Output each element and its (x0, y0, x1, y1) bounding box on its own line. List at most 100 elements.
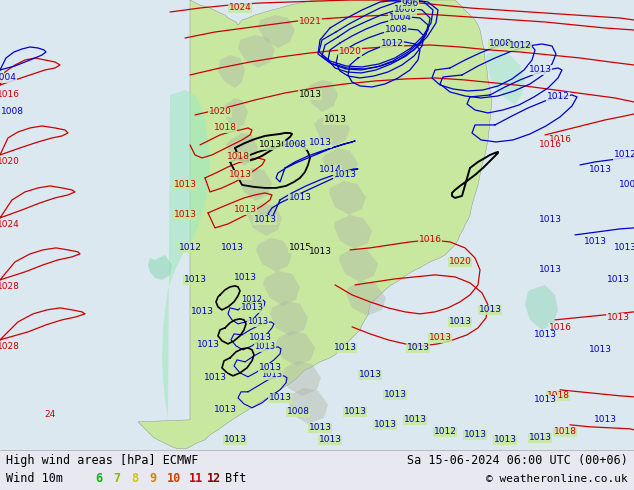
Text: 1013: 1013 (344, 407, 366, 416)
Polygon shape (138, 0, 492, 449)
Text: 1013: 1013 (233, 205, 257, 215)
Text: 1012: 1012 (179, 244, 202, 252)
Text: 1013: 1013 (373, 420, 396, 429)
Text: 1020: 1020 (209, 107, 231, 117)
Polygon shape (238, 168, 272, 201)
Polygon shape (238, 35, 275, 68)
Text: 1024: 1024 (229, 3, 251, 13)
Text: 1013: 1013 (384, 391, 406, 399)
Polygon shape (322, 148, 358, 181)
Polygon shape (258, 15, 295, 48)
Text: 1018: 1018 (226, 152, 250, 161)
Text: 1016: 1016 (548, 135, 571, 145)
Text: 1013: 1013 (333, 171, 356, 179)
Text: 1013: 1013 (607, 275, 630, 284)
Text: 1028: 1028 (0, 282, 20, 292)
Text: 24: 24 (44, 410, 56, 419)
Text: 1018: 1018 (547, 392, 569, 400)
Text: 1013: 1013 (259, 141, 281, 149)
Text: 1013: 1013 (463, 430, 486, 440)
Text: 996: 996 (401, 0, 418, 8)
Text: 1016: 1016 (418, 235, 441, 245)
Text: 1013: 1013 (479, 305, 501, 315)
Polygon shape (525, 285, 558, 330)
Text: 1015: 1015 (288, 244, 311, 252)
Polygon shape (256, 238, 292, 272)
Polygon shape (247, 203, 282, 236)
Text: 1000: 1000 (394, 5, 417, 15)
Text: 1004: 1004 (0, 74, 16, 82)
Text: 1020: 1020 (449, 257, 472, 267)
Text: 1013: 1013 (593, 416, 616, 424)
Text: 1013: 1013 (588, 345, 612, 354)
Text: 1013: 1013 (240, 303, 264, 313)
Text: 1013: 1013 (588, 166, 612, 174)
Polygon shape (222, 98, 248, 130)
Text: 8: 8 (131, 472, 138, 486)
Text: 1013: 1013 (309, 139, 332, 147)
Text: 1012: 1012 (434, 427, 456, 436)
Text: 12: 12 (207, 472, 221, 486)
Polygon shape (263, 271, 300, 306)
Text: 1013: 1013 (224, 435, 247, 444)
Text: 9: 9 (149, 472, 156, 486)
Text: 1008: 1008 (283, 141, 306, 149)
Text: 1013: 1013 (583, 237, 607, 246)
Text: 1014: 1014 (318, 166, 342, 174)
Text: 7: 7 (113, 472, 120, 486)
Text: 1008: 1008 (384, 25, 408, 34)
Polygon shape (282, 361, 321, 396)
Text: 1013: 1013 (197, 341, 219, 349)
Polygon shape (329, 181, 366, 215)
Text: 1018: 1018 (214, 123, 236, 132)
Text: 1013: 1013 (538, 266, 562, 274)
Text: 100: 100 (619, 180, 634, 190)
Text: 1013: 1013 (323, 116, 347, 124)
Text: 11: 11 (189, 472, 204, 486)
Polygon shape (270, 301, 308, 336)
Text: 1013: 1013 (429, 333, 451, 343)
Text: 1013: 1013 (529, 433, 552, 442)
Text: 1013: 1013 (254, 343, 276, 351)
Text: 1013: 1013 (254, 216, 276, 224)
Text: Wind 10m: Wind 10m (6, 472, 63, 486)
Text: 1013: 1013 (249, 333, 271, 343)
Text: 1020: 1020 (339, 48, 361, 56)
Text: 1013: 1013 (288, 194, 311, 202)
Polygon shape (346, 281, 386, 316)
Text: 1013: 1013 (233, 273, 257, 282)
Text: 1012: 1012 (547, 93, 569, 101)
Text: 1021: 1021 (299, 18, 321, 26)
Text: 1013: 1013 (607, 314, 630, 322)
Text: 1013: 1013 (259, 364, 281, 372)
Polygon shape (314, 113, 350, 146)
Text: 1013: 1013 (533, 395, 557, 404)
Text: 1013: 1013 (533, 330, 557, 340)
Text: 1013: 1013 (614, 244, 634, 252)
Text: 1013: 1013 (261, 370, 283, 379)
Text: 1004: 1004 (389, 14, 411, 23)
Text: 1013: 1013 (221, 244, 243, 252)
Text: 1013: 1013 (174, 210, 197, 220)
Text: 1013: 1013 (228, 171, 252, 179)
Text: 1013: 1013 (406, 343, 429, 352)
Text: 1013: 1013 (318, 435, 342, 444)
Text: Sa 15-06-2024 06:00 UTC (00+06): Sa 15-06-2024 06:00 UTC (00+06) (407, 454, 628, 467)
Polygon shape (339, 248, 378, 282)
Text: 1008: 1008 (1, 107, 23, 117)
Text: 1013: 1013 (214, 405, 236, 415)
Text: 1013: 1013 (358, 370, 382, 379)
Text: High wind areas [hPa] ECMWF: High wind areas [hPa] ECMWF (6, 454, 198, 467)
Text: 1012: 1012 (380, 40, 403, 49)
Text: 1013: 1013 (538, 216, 562, 224)
Polygon shape (148, 255, 172, 280)
Text: 1013: 1013 (333, 343, 356, 352)
Text: 1028: 1028 (0, 343, 20, 351)
Polygon shape (162, 90, 210, 420)
Text: 1013: 1013 (448, 318, 472, 326)
Text: 1013: 1013 (299, 91, 321, 99)
Polygon shape (226, 133, 258, 166)
Text: 1008: 1008 (287, 407, 309, 416)
Text: 1008: 1008 (489, 40, 512, 49)
Polygon shape (485, 50, 525, 105)
